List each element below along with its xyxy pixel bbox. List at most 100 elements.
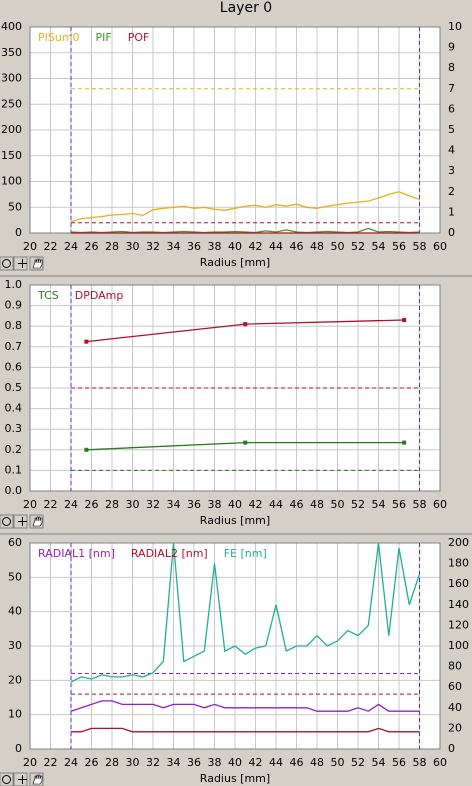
x-tick-label: 48 [310, 756, 324, 769]
series-line [70, 542, 421, 683]
toolbar-button[interactable] [0, 772, 14, 786]
x-tick-label: 26 [85, 498, 99, 511]
x-tick-label: 52 [351, 756, 365, 769]
x-tick-label: 38 [208, 240, 222, 253]
x-tick-label: 56 [392, 240, 406, 253]
x-tick-label: 22 [44, 240, 58, 253]
x-tick-label: 48 [310, 240, 324, 253]
y-tick-label: 50 [8, 570, 22, 583]
x-tick-label: 54 [372, 240, 386, 253]
y-tick-label: 0.8 [5, 319, 23, 332]
x-tick-label: 24 [64, 498, 78, 511]
x-tick-label: 36 [187, 756, 201, 769]
x-tick-label: 46 [290, 756, 304, 769]
x-tick-label: 42 [249, 240, 263, 253]
toolbar-icon [18, 775, 27, 784]
series-line [70, 227, 420, 234]
y-tick-label: 0.9 [5, 299, 23, 312]
toolbar-icon [32, 774, 43, 785]
plot-frame [29, 542, 441, 750]
y-tick-label: 300 [1, 72, 22, 85]
x-tick-label: 44 [269, 756, 283, 769]
y-tick-label: 50 [8, 200, 22, 213]
y-tick-label: 100 [1, 175, 22, 188]
x-tick-label: 20 [23, 498, 37, 511]
y-tick-label: 200 [1, 123, 22, 136]
legend-entry: FE [nm] [224, 547, 267, 560]
x-tick-label: 58 [413, 240, 427, 253]
x-tick-label: 54 [372, 756, 386, 769]
y-tick-label: 400 [1, 20, 22, 33]
toolbar-button[interactable] [0, 256, 14, 271]
x-tick-label: 32 [146, 498, 160, 511]
y2-tick-label: 20 [448, 721, 462, 734]
y2-tick-label: 7 [448, 82, 455, 95]
toolbar-icon [2, 259, 11, 268]
y-tick-label: 350 [1, 46, 22, 59]
toolbar-button[interactable] [0, 514, 14, 529]
legend-entry: DPDAmp [75, 289, 124, 302]
y-tick-label: 0.7 [5, 340, 23, 353]
x-tick-label: 42 [249, 498, 263, 511]
x-tick-label: 56 [392, 498, 406, 511]
y2-tick-label: 100 [448, 639, 469, 652]
x-tick-label: 60 [433, 498, 447, 511]
x-tick-label: 42 [249, 756, 263, 769]
y-tick-label: 0.5 [5, 381, 23, 394]
y2-tick-label: 120 [448, 618, 469, 631]
x-tick-label: 34 [167, 240, 181, 253]
toolbar-icon [32, 258, 43, 269]
y-tick-label: 0.3 [5, 422, 23, 435]
x-tick-label: 36 [187, 498, 201, 511]
x-tick-label: 22 [44, 498, 58, 511]
x-tick-label: 24 [64, 240, 78, 253]
y-tick-label: 0 [15, 742, 22, 755]
x-tick-label: 46 [290, 240, 304, 253]
x-tick-label: 58 [413, 498, 427, 511]
x-tick-label: 44 [269, 240, 283, 253]
x-tick-label: 26 [85, 756, 99, 769]
y2-tick-label: 200 [448, 536, 469, 549]
point-marker [84, 339, 89, 344]
y-tick-label: 0.1 [5, 463, 23, 476]
y2-tick-label: 3 [448, 164, 455, 177]
point-marker [402, 318, 407, 323]
y2-tick-label: 1 [448, 205, 455, 218]
x-tick-label: 20 [23, 756, 37, 769]
series-line [70, 700, 420, 712]
y-tick-label: 30 [8, 639, 22, 652]
y-tick-label: 0.4 [5, 402, 23, 415]
x-tick-label: 30 [126, 756, 140, 769]
x-tick-label: 52 [351, 498, 365, 511]
x-tick-label: 22 [44, 756, 58, 769]
toolbar-icon [2, 775, 11, 784]
x-tick-label: 28 [105, 240, 119, 253]
y2-tick-label: 0 [448, 226, 455, 239]
x-tick-label: 30 [126, 240, 140, 253]
x-tick-label: 60 [433, 240, 447, 253]
y-tick-label: 1.0 [5, 278, 23, 291]
x-tick-label: 54 [372, 498, 386, 511]
x-tick-label: 20 [23, 240, 37, 253]
y-tick-label: 250 [1, 97, 22, 110]
window-title: Layer 0 [220, 0, 272, 16]
point-marker [243, 440, 248, 445]
point-marker [243, 322, 248, 327]
y-tick-label: 60 [8, 536, 22, 549]
series-line [71, 727, 420, 733]
legend-entry: RADIAL2 [nm] [131, 547, 208, 560]
x-tick-label: 28 [105, 756, 119, 769]
y-tick-label: 0.6 [5, 360, 23, 373]
x-tick-label: 60 [433, 756, 447, 769]
y2-tick-label: 80 [448, 660, 462, 673]
x-tick-label: 24 [64, 756, 78, 769]
y-tick-label: 0.2 [5, 443, 23, 456]
y2-tick-label: 60 [448, 680, 462, 693]
toolbar-icon [32, 516, 43, 527]
legend-entry: TCS [37, 289, 59, 302]
y2-tick-label: 4 [448, 144, 455, 157]
y2-tick-label: 0 [448, 742, 455, 755]
y2-tick-label: 8 [448, 61, 455, 74]
x-tick-label: 32 [146, 240, 160, 253]
